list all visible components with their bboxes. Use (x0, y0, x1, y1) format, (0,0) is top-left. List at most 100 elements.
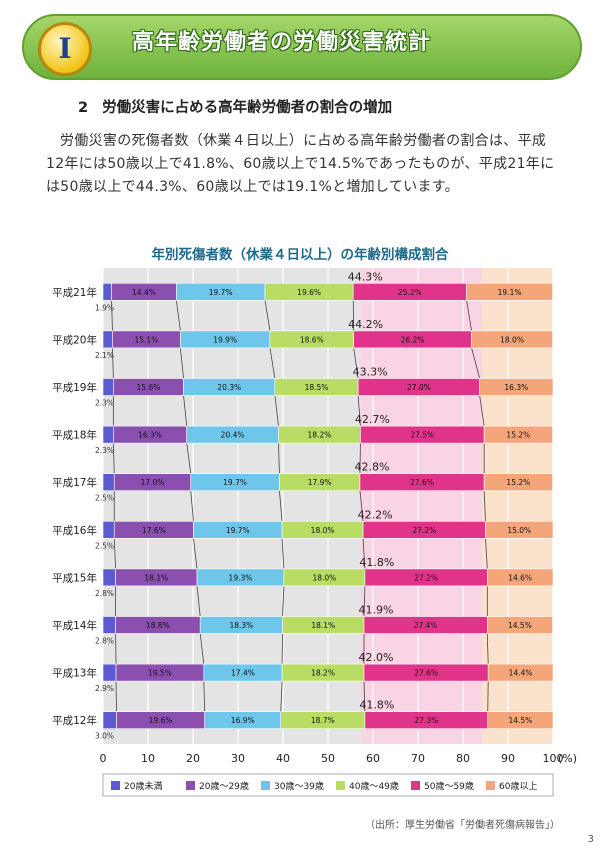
year-label: 平成15年 (52, 571, 97, 584)
bar-value-label: 20.3% (217, 383, 241, 392)
bar-value-label: 19.9% (213, 335, 237, 344)
bar-segment (102, 711, 117, 730)
bar-segment (487, 711, 554, 730)
bar-value-label: 19.6% (149, 716, 173, 725)
over50-total-label: 44.2% (348, 318, 383, 331)
bar-value-label: 15.2% (506, 478, 530, 487)
x-tick-label: 50 (321, 752, 335, 765)
bar-segment (102, 378, 114, 396)
legend-label: 50歳～59歳 (424, 780, 474, 792)
connector-line (278, 443, 280, 474)
under20-label: 2.8% (95, 637, 114, 646)
legend-label: 20歳未満 (124, 780, 162, 792)
stacked-bar-chart: 14.4% 19.7% 19.6% 25.2% 19.1% 1.9% 平成21年 44.3% 1… (52, 268, 577, 797)
bar-value-label: 20.4% (221, 431, 245, 440)
bar-value-label: 18.1% (311, 621, 335, 630)
bar-value-label: 19.3% (229, 573, 253, 582)
bar-value-label: 18.3% (229, 621, 253, 630)
over50-total-label: 44.3% (348, 270, 383, 283)
connector-line (180, 347, 184, 379)
bar-value-label: 15.1% (135, 335, 159, 344)
connector-line (113, 538, 116, 569)
body-paragraph: 労働災害の死傷者数（休業４日以上）に占める高年齢労働者の割合は、平成12年には5… (46, 133, 555, 195)
bar-segment (102, 282, 112, 301)
bar-value-label: 18.8% (146, 621, 170, 630)
bar-value-label: 18.1% (144, 573, 168, 582)
under20-label: 2.8% (95, 589, 114, 598)
bar-value-label: 19.1% (498, 288, 522, 297)
page-title: 高年齢労働者の労働災害統計 (132, 30, 432, 55)
bar-segment (466, 282, 553, 301)
bar-segment (102, 425, 114, 444)
connector-line (190, 490, 194, 522)
bar-value-label: 14.6% (508, 573, 532, 582)
bar-value-label: 27.5% (410, 431, 434, 440)
legend-swatch (261, 781, 270, 790)
year-label: 平成12年 (52, 714, 97, 727)
bar-segment (102, 663, 117, 682)
legend-label: 60歳以上 (499, 780, 537, 792)
connector-line (175, 300, 181, 331)
bar-value-label: 17.9% (308, 478, 332, 487)
under20-label: 2.3% (95, 399, 114, 408)
section-heading: 2 労働災害に占める高年齢労働者の割合の増加 (78, 96, 392, 117)
connector-line (183, 395, 188, 427)
chapter-badge: I (38, 22, 92, 76)
x-unit-label: (%) (558, 752, 577, 765)
connector-line (483, 490, 486, 522)
bar-value-label: 27.0% (407, 383, 431, 392)
bar-value-label: 25.2% (398, 288, 422, 297)
legend-swatch (336, 781, 345, 790)
connector-line (186, 443, 192, 474)
x-tick-label: 20 (186, 752, 200, 765)
bar-segment (102, 568, 116, 587)
bar-value-label: 14.4% (509, 669, 533, 678)
connector-line (362, 538, 366, 569)
connector-line (199, 633, 205, 665)
year-label: 平成18年 (52, 429, 97, 442)
bar-segment (479, 378, 554, 396)
over50-total-label: 41.9% (359, 604, 394, 617)
bar-segment (471, 330, 553, 349)
bar-value-label: 18.6% (300, 335, 324, 344)
year-label: 平成14年 (52, 619, 97, 632)
bar-segment (483, 473, 553, 491)
under20-label: 2.3% (95, 446, 114, 455)
bar-value-label: 18.5% (305, 383, 329, 392)
bar-value-label: 26.2% (401, 335, 425, 344)
bar-value-label: 27.6% (410, 478, 434, 487)
over50-total-label: 42.8% (354, 461, 389, 474)
bar-segment (102, 330, 113, 349)
bar-segment (102, 473, 115, 491)
under20-label: 2.9% (95, 684, 114, 693)
legend-label: 30歳～39歳 (274, 780, 324, 792)
bar-value-label: 15.0% (507, 526, 531, 535)
chart-title: 年別死傷者数（休業４日以上）の年齢別構成割合 (151, 247, 449, 263)
connector-line (280, 681, 283, 712)
bar-value-label: 18.0% (500, 335, 524, 344)
over50-total-label: 42.2% (358, 508, 393, 521)
bar-value-label: 18.2% (308, 431, 332, 440)
under20-label: 2.5% (95, 494, 114, 503)
x-tick-label: 60 (366, 752, 380, 765)
bar-value-label: 18.0% (312, 573, 336, 582)
year-label: 平成16年 (52, 524, 97, 537)
legend-label: 40歳～49歳 (349, 780, 399, 792)
connector-line (203, 681, 206, 712)
bar-value-label: 18.0% (311, 526, 335, 535)
bar-segment (102, 520, 115, 539)
under20-label: 3.0% (95, 732, 114, 741)
bar-value-label: 14.4% (132, 288, 156, 297)
bar-segment (483, 425, 553, 444)
connector-line (485, 538, 488, 569)
connector-line (112, 443, 115, 474)
connector-line (264, 300, 271, 331)
section-banner (22, 14, 582, 80)
legend-label: 20歳～29歳 (199, 780, 249, 792)
connector-line (353, 347, 359, 379)
over50-total-label: 42.0% (359, 651, 394, 664)
legend-swatch (411, 781, 420, 790)
page-number: 3 (587, 834, 594, 845)
bar-value-label: 15.2% (506, 431, 530, 440)
connector-line (196, 585, 201, 617)
